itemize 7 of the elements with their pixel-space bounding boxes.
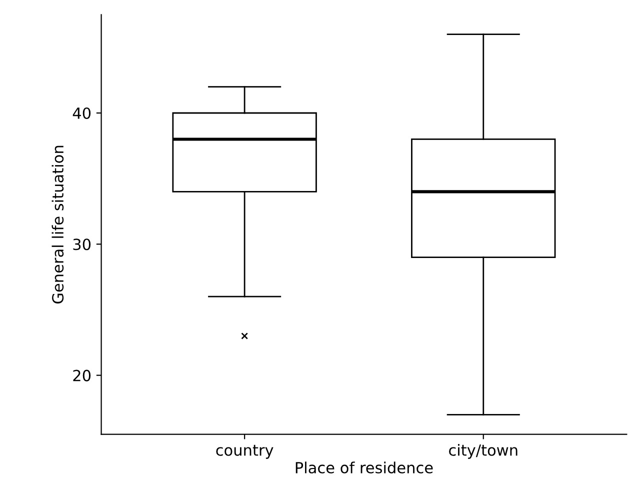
- x-axis-title: Place of residence: [296, 462, 433, 474]
- x-tick-label: country: [216, 444, 274, 459]
- y-axis-title: General life situation: [52, 146, 64, 304]
- x-tick-label: city/town: [449, 444, 518, 459]
- y-tick-label: 20: [73, 370, 91, 382]
- y-tick-label: 40: [72, 107, 91, 120]
- y-tick-label: 30: [73, 238, 91, 250]
